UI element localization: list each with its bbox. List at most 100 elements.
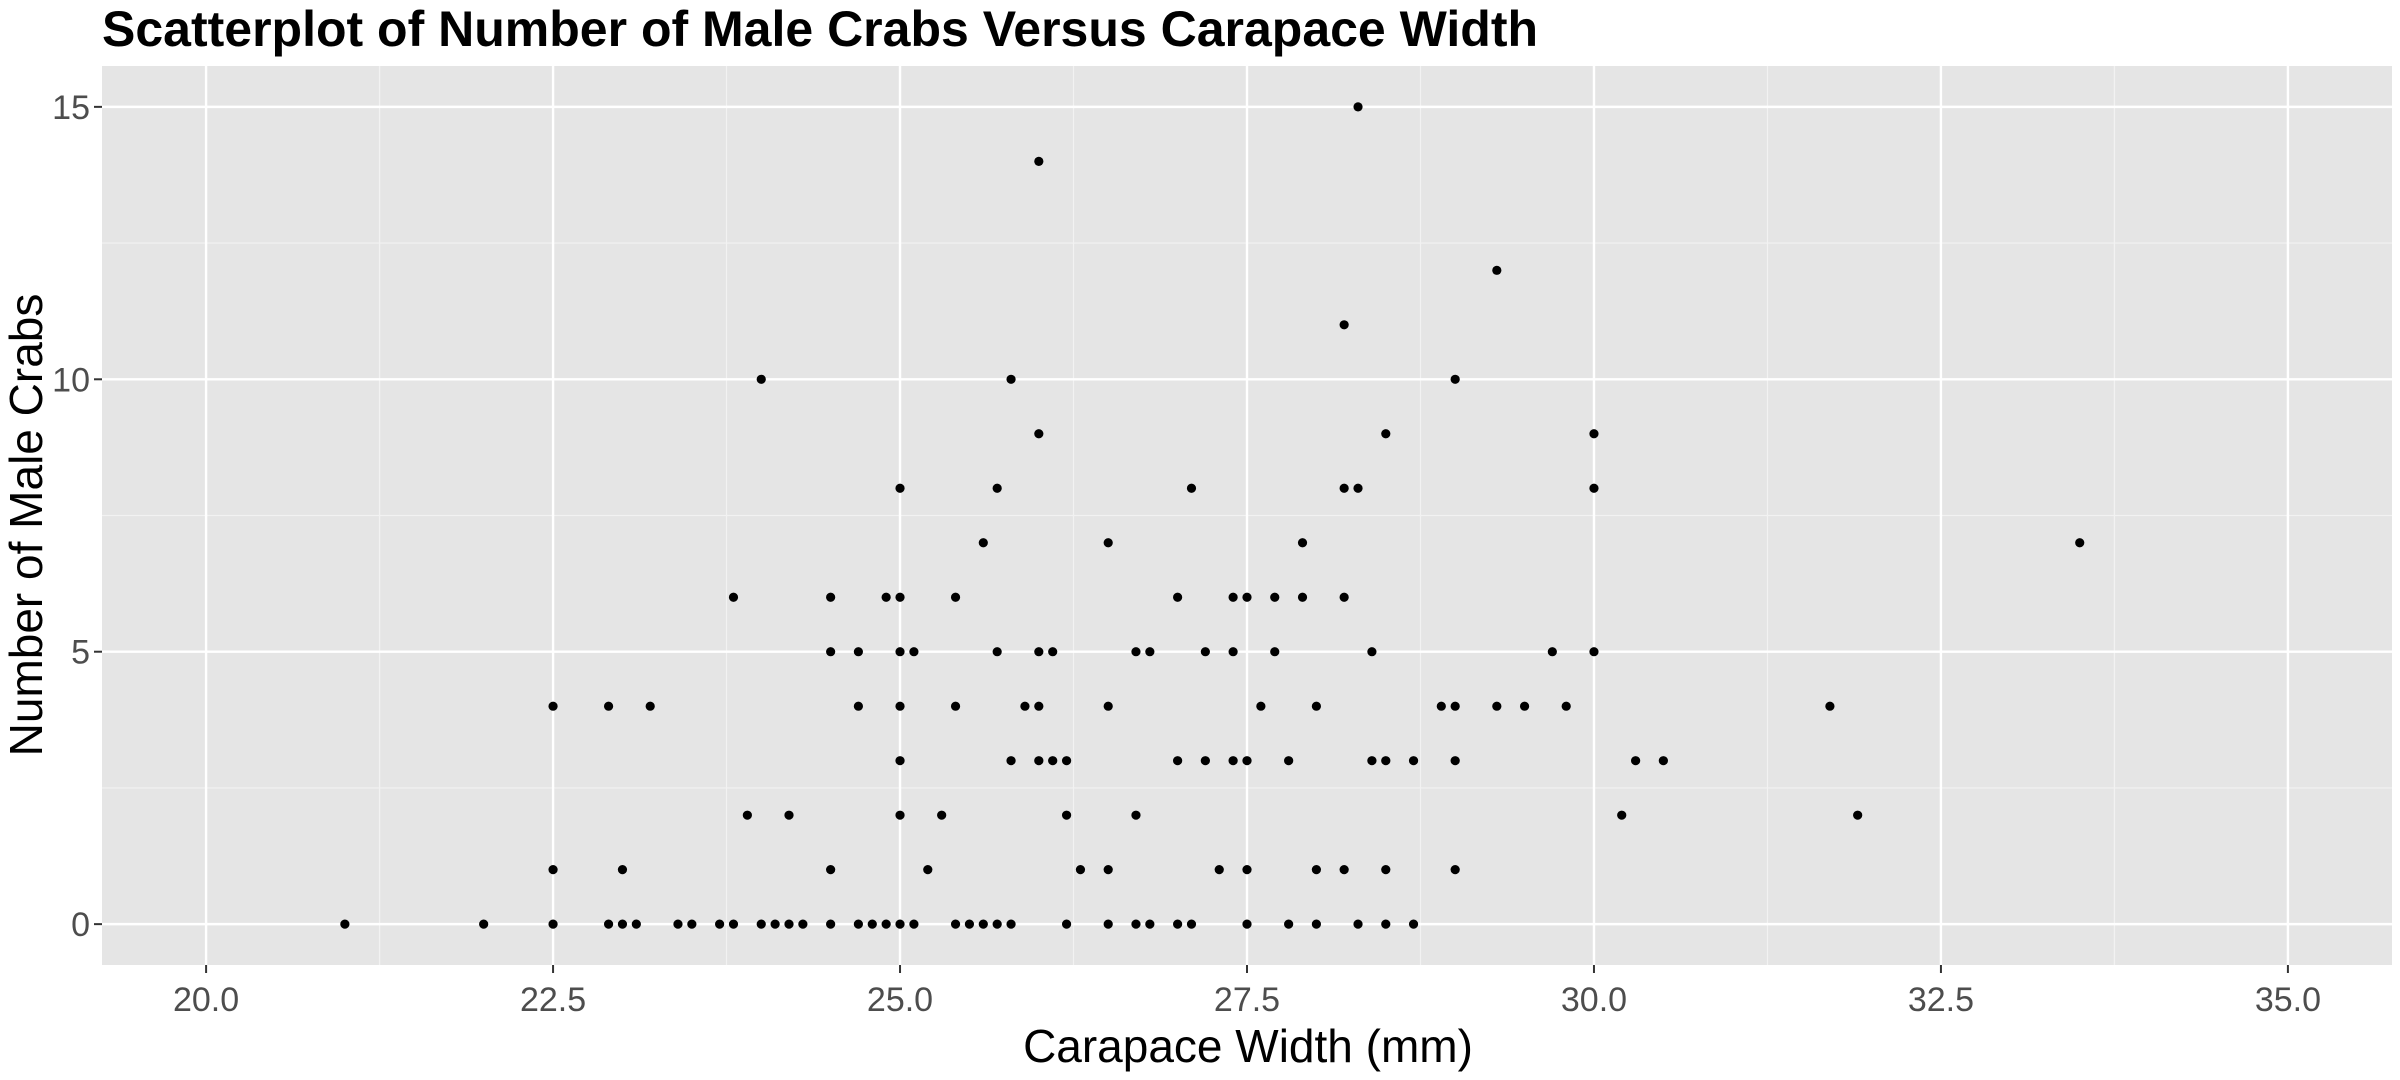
data-point bbox=[1353, 102, 1363, 112]
data-point bbox=[1186, 919, 1197, 929]
data-point bbox=[909, 647, 919, 657]
data-point bbox=[742, 810, 752, 820]
data-point bbox=[1256, 701, 1266, 711]
data-point bbox=[1353, 919, 1363, 929]
data-point bbox=[1367, 756, 1377, 766]
data-point bbox=[1339, 592, 1349, 602]
data-point bbox=[992, 483, 1002, 493]
data-point bbox=[1492, 701, 1502, 711]
data-point bbox=[881, 592, 891, 602]
data-point bbox=[923, 865, 933, 875]
data-point bbox=[1034, 156, 1044, 166]
data-point bbox=[1006, 756, 1016, 766]
data-point bbox=[1200, 756, 1210, 766]
data-points bbox=[340, 102, 2085, 929]
data-point bbox=[1145, 919, 1155, 929]
data-point bbox=[1214, 865, 1224, 875]
data-point bbox=[548, 865, 558, 875]
data-point bbox=[1284, 919, 1294, 929]
data-point bbox=[826, 865, 836, 875]
data-point bbox=[715, 919, 725, 929]
data-point bbox=[1034, 701, 1044, 711]
y-tick-label: 15 bbox=[52, 89, 90, 127]
data-point bbox=[1103, 701, 1113, 711]
data-point bbox=[479, 919, 489, 929]
data-point bbox=[1381, 919, 1391, 929]
data-point bbox=[909, 919, 919, 929]
data-point bbox=[728, 919, 739, 929]
data-point bbox=[1006, 374, 1016, 384]
data-point bbox=[1006, 919, 1016, 929]
data-point bbox=[867, 919, 877, 929]
data-point bbox=[1853, 810, 1863, 820]
data-point bbox=[895, 483, 905, 493]
data-point bbox=[1186, 483, 1197, 493]
data-point bbox=[853, 701, 863, 711]
data-point bbox=[1381, 756, 1391, 766]
data-point bbox=[631, 919, 641, 929]
data-point bbox=[950, 592, 961, 602]
data-point bbox=[1131, 919, 1141, 929]
data-point bbox=[673, 919, 683, 929]
data-point bbox=[1075, 865, 1086, 875]
data-point bbox=[1034, 429, 1044, 439]
y-tick-label: 0 bbox=[71, 906, 90, 944]
data-point bbox=[1658, 756, 1668, 766]
data-point bbox=[1589, 429, 1599, 439]
grid-lines bbox=[102, 66, 2392, 965]
data-point bbox=[978, 919, 988, 929]
chart-title: Scatterplot of Number of Male Crabs Vers… bbox=[102, 1, 1538, 57]
data-point bbox=[1589, 483, 1599, 493]
data-point bbox=[2075, 538, 2085, 548]
data-point bbox=[992, 919, 1002, 929]
data-point bbox=[895, 810, 905, 820]
data-point bbox=[950, 701, 961, 711]
data-point bbox=[950, 919, 961, 929]
data-point bbox=[1020, 701, 1030, 711]
data-point bbox=[1145, 647, 1155, 657]
data-point bbox=[1297, 538, 1308, 548]
data-point bbox=[1242, 919, 1252, 929]
data-point bbox=[826, 919, 836, 929]
x-tick-label: 25.0 bbox=[867, 981, 933, 1019]
axis-ticks: 20.0 22.5 25.0 27.5 30.0 32.5 35.0 0 5 10 15 bbox=[52, 89, 2321, 1019]
data-point bbox=[1061, 756, 1072, 766]
data-point bbox=[1173, 919, 1183, 929]
data-point bbox=[853, 919, 863, 929]
data-point bbox=[1381, 429, 1391, 439]
data-point bbox=[964, 919, 975, 929]
data-point bbox=[1173, 756, 1183, 766]
data-point bbox=[1061, 810, 1072, 820]
data-point bbox=[1339, 483, 1349, 493]
data-point bbox=[1339, 320, 1349, 330]
data-point bbox=[1270, 592, 1280, 602]
data-point bbox=[1450, 701, 1460, 711]
data-point bbox=[770, 919, 780, 929]
x-tick-label: 27.5 bbox=[1214, 981, 1280, 1019]
data-point bbox=[603, 701, 614, 711]
x-tick-label: 32.5 bbox=[1908, 981, 1974, 1019]
data-point bbox=[784, 919, 794, 929]
data-point bbox=[548, 919, 558, 929]
data-point bbox=[548, 701, 558, 711]
x-tick-label: 35.0 bbox=[2255, 981, 2321, 1019]
data-point bbox=[617, 919, 628, 929]
data-point bbox=[1450, 865, 1460, 875]
data-point bbox=[645, 701, 655, 711]
data-point bbox=[784, 810, 794, 820]
data-point bbox=[853, 647, 863, 657]
data-point bbox=[1631, 756, 1641, 766]
data-point bbox=[1131, 647, 1141, 657]
data-point bbox=[1367, 647, 1377, 657]
x-axis-title: Carapace Width (mm) bbox=[1023, 1020, 1473, 1072]
data-point bbox=[798, 919, 808, 929]
x-tick-label: 30.0 bbox=[1561, 981, 1627, 1019]
data-point bbox=[1228, 647, 1238, 657]
data-point bbox=[617, 865, 628, 875]
data-point bbox=[1048, 756, 1058, 766]
data-point bbox=[1311, 865, 1321, 875]
data-point bbox=[1311, 701, 1321, 711]
y-axis-title: Number of Male Crabs bbox=[0, 294, 52, 757]
data-point bbox=[895, 701, 905, 711]
data-point bbox=[1242, 865, 1252, 875]
